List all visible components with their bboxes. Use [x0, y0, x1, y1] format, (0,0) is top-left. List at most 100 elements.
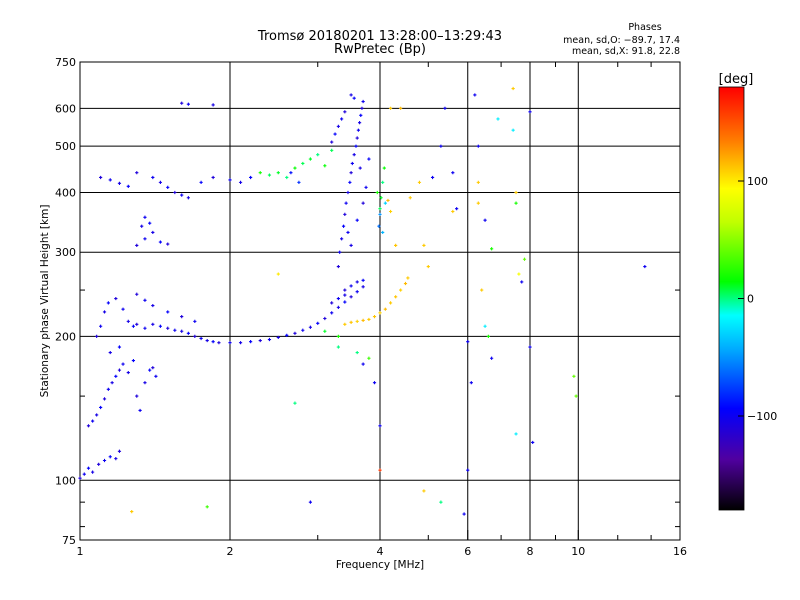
data-point — [381, 230, 385, 235]
data-point — [408, 196, 412, 200]
x-tick-label: 6 — [464, 545, 471, 558]
data-point — [121, 307, 125, 311]
data-point — [336, 296, 340, 301]
phases-o-line: mean, sd,O: −89.7, 17.4 — [563, 35, 680, 46]
data-point — [426, 264, 430, 269]
colorbar-tick-label: 0 — [747, 293, 754, 306]
data-point — [91, 470, 95, 474]
data-point — [211, 175, 215, 180]
data-point — [403, 281, 408, 286]
data-point — [131, 324, 136, 328]
data-point — [349, 295, 353, 299]
data-point — [91, 419, 95, 423]
data-point — [386, 198, 390, 203]
data-point — [355, 218, 359, 222]
data-point — [473, 93, 477, 97]
data-point — [343, 300, 347, 304]
data-point — [211, 103, 215, 107]
data-point — [126, 319, 130, 323]
data-point — [180, 101, 184, 105]
data-point — [180, 329, 184, 333]
data-point — [367, 356, 371, 360]
x-tick-label: 4 — [377, 545, 384, 558]
data-point — [528, 345, 532, 349]
data-point — [186, 331, 190, 335]
data-point — [486, 334, 490, 338]
data-point — [469, 381, 473, 385]
data-point — [451, 171, 455, 175]
data-point — [143, 326, 147, 330]
data-point — [330, 311, 334, 315]
x-tick-label: 16 — [673, 545, 687, 558]
data-point — [258, 338, 262, 343]
data-point — [355, 280, 359, 284]
data-point — [378, 424, 382, 428]
data-point — [211, 340, 215, 344]
data-point — [394, 295, 398, 299]
data-point — [451, 209, 455, 214]
data-point — [108, 455, 112, 459]
data-point — [108, 350, 112, 355]
data-point — [522, 257, 527, 261]
data-point — [466, 340, 470, 344]
colorbar-tick-label: −100 — [747, 410, 777, 423]
x-axis-label: Frequency [MHz] — [336, 559, 424, 571]
data-point — [180, 315, 184, 319]
data-point — [336, 264, 340, 269]
data-point — [95, 334, 99, 338]
data-point — [316, 153, 320, 157]
data-point — [143, 298, 147, 302]
data-point — [514, 190, 518, 195]
x-tick-label: 1 — [77, 545, 84, 558]
data-point — [166, 326, 170, 330]
data-point — [135, 171, 139, 175]
colorbar-tick-label: 100 — [747, 175, 768, 188]
data-point — [293, 331, 297, 335]
data-point — [483, 324, 487, 328]
data-point — [361, 362, 365, 366]
data-point — [297, 180, 301, 184]
data-point — [289, 171, 293, 175]
data-point — [301, 161, 305, 166]
data-point — [375, 190, 379, 195]
data-point — [110, 381, 114, 385]
data-point — [158, 324, 163, 328]
x-tick-label: 2 — [227, 545, 234, 558]
data-point — [406, 276, 410, 280]
y-tick-label: 600 — [55, 102, 76, 115]
data-point — [173, 328, 177, 332]
data-point — [249, 175, 253, 180]
data-point — [330, 148, 334, 152]
data-point — [367, 157, 371, 161]
data-point — [399, 106, 403, 110]
data-point — [574, 394, 578, 398]
data-point — [476, 144, 480, 148]
data-point — [476, 201, 480, 205]
data-point — [354, 144, 358, 148]
data-point — [238, 180, 243, 184]
data-point — [511, 86, 515, 91]
data-point — [114, 296, 118, 301]
data-point — [439, 144, 443, 148]
data-point — [336, 305, 340, 309]
data-point — [158, 180, 163, 184]
data-point — [151, 366, 155, 370]
data-point — [520, 280, 524, 284]
x-tick-labels: 1 2 4 6 8 10 16 — [77, 545, 688, 558]
data-point — [143, 381, 147, 385]
data-point — [114, 457, 118, 461]
data-point — [372, 381, 377, 385]
y-tick-label: 100 — [55, 474, 76, 487]
data-point — [528, 110, 532, 114]
data-point — [99, 324, 103, 328]
data-point — [143, 215, 147, 219]
data-point — [466, 468, 470, 472]
data-point — [308, 500, 313, 504]
data-point — [117, 345, 122, 349]
data-point — [343, 212, 347, 216]
data-point — [378, 207, 382, 211]
data-point — [643, 264, 647, 269]
data-point — [480, 288, 484, 292]
data-point — [439, 500, 443, 504]
